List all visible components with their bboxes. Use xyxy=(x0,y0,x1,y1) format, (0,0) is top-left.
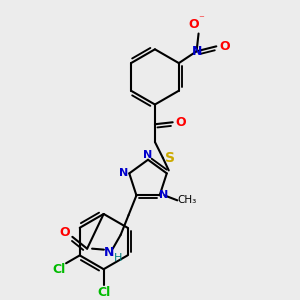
Text: S: S xyxy=(165,151,175,165)
Text: H: H xyxy=(113,253,122,262)
Text: ⁻: ⁻ xyxy=(199,15,205,25)
Text: N: N xyxy=(119,168,128,178)
Text: N: N xyxy=(143,150,153,160)
Text: N: N xyxy=(191,45,202,58)
Text: Cl: Cl xyxy=(52,263,66,276)
Text: CH₃: CH₃ xyxy=(178,195,197,205)
Text: N: N xyxy=(159,190,168,200)
Text: O: O xyxy=(59,226,70,239)
Text: Cl: Cl xyxy=(97,286,110,299)
Text: N: N xyxy=(103,246,114,259)
Text: O: O xyxy=(188,18,199,31)
Text: O: O xyxy=(219,40,230,53)
Text: O: O xyxy=(175,116,186,129)
